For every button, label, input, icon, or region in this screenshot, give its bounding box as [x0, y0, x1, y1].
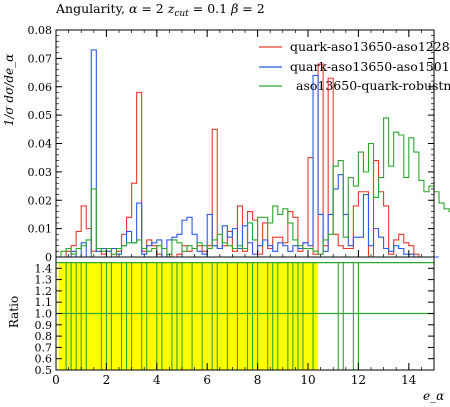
chart-title-alpha: α — [129, 1, 138, 16]
y-tick-label: 0.02 — [28, 194, 53, 207]
ratio-axis-label: Ratio — [7, 296, 21, 328]
chart-title-cut: cut — [174, 9, 189, 19]
x-tick-label: 2 — [103, 373, 111, 387]
y-tick-label: 0.08 — [28, 24, 53, 37]
chart-title-prefix: Angularity, — [55, 1, 129, 16]
y-axis-label: 1/σ dσ/de_α — [2, 54, 16, 127]
ratio-tick-label: 1.0 — [35, 308, 53, 321]
ratio-band — [58, 262, 319, 370]
legend-label-green: aso13650-quark-robustnes — [296, 78, 450, 93]
chart-title-zcut-value: = 0.1 — [189, 1, 231, 16]
chart-title: Angularity, α = 2 zcut = 0.1 β = 2 — [55, 1, 265, 19]
histogram-series-3 — [56, 117, 450, 258]
x-tick-label: 6 — [203, 373, 211, 387]
y-tick-label: 0.04 — [28, 138, 53, 151]
legend-label-blue: quark-aso13650-aso15015- — [290, 59, 450, 74]
y-tick-label: 0.01 — [28, 223, 53, 236]
x-tick-label: 0 — [52, 373, 60, 387]
legend: quark-aso13650-aso12285- quark-aso13650-… — [259, 39, 450, 93]
x-tick-label: 14 — [401, 373, 417, 387]
ratio-tick-label: 0.7 — [35, 341, 53, 354]
chart-title-beta: β — [230, 1, 238, 16]
x-tick-label: 8 — [254, 373, 262, 387]
axes: 00.010.020.030.040.050.060.070.080.50.60… — [28, 24, 435, 387]
y-tick-label: 0.07 — [28, 52, 53, 65]
x-axis-label: e_α — [423, 389, 444, 403]
y-tick-label: 0 — [45, 251, 52, 264]
y-tick-label: 0.06 — [28, 81, 53, 94]
ratio-tick-label: 1.3 — [35, 274, 53, 287]
ratio-tick-label: 0.8 — [35, 330, 53, 343]
ratio-tick-label: 1.1 — [35, 296, 53, 309]
chart-title-z: z — [167, 1, 175, 16]
x-tick-label: 10 — [300, 373, 315, 387]
ratio-tick-label: 1.4 — [35, 262, 53, 275]
chart-title-alpha-value: = 2 — [137, 1, 167, 16]
x-tick-label: 12 — [351, 373, 366, 387]
y-tick-label: 0.05 — [28, 109, 53, 122]
x-tick-label: 4 — [153, 373, 161, 387]
chart-title-beta-value: = 2 — [238, 1, 264, 16]
ratio-tick-label: 0.6 — [35, 353, 53, 366]
legend-label-red: quark-aso13650-aso12285- — [290, 39, 450, 54]
ratio-tick-label: 1.2 — [35, 285, 53, 298]
ratio-tick-label: 0.5 — [35, 364, 53, 377]
ratio-tick-label: 0.9 — [35, 319, 53, 332]
y-tick-label: 0.03 — [28, 166, 53, 179]
ratio-markers — [65, 262, 359, 370]
